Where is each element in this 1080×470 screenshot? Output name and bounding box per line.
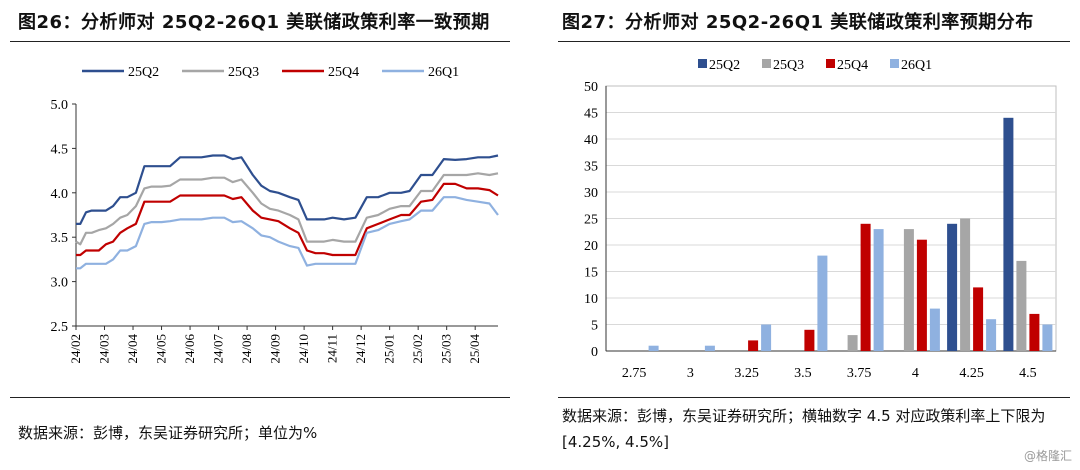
bar-26Q1-3.25 [761,324,772,351]
bar-25Q3-4.5 [1016,260,1027,351]
title-rule [10,41,510,42]
bar-25Q4-3.25 [748,340,759,351]
series-line-25Q3 [75,172,499,246]
right-source-note: 数据来源：彭博，东吴证券研究所；横轴数字 4.5 对应政策利率上下限为[4.25… [562,407,1046,451]
bar-26Q1-3.5 [817,255,828,351]
bar-25Q4-4.5 [1029,313,1040,351]
bar-25Q4-4.25 [973,287,984,351]
source-rule [558,397,1070,398]
bar-chart: 0 5 10 15 20 25 30 35 40 45 50 2.75 3 3.25 3.5 3.75 4 4.2… [584,58,1057,381]
bar-26Q1-4.5 [1042,324,1053,351]
legend-label: 25Q2 [128,65,159,80]
y-tick-label: 10 [584,292,598,307]
legend-label: 25Q3 [773,58,804,73]
y-tick-label: 0 [591,345,598,360]
left-chart-title: 图26：分析师对 25Q2-26Q1 美联储政策利率一致预期 [18,12,490,33]
legend-swatch [698,59,707,68]
left-source-note: 数据来源：彭博，东吴证券研究所；单位为% [18,424,318,442]
bar-25Q3-4 [903,229,914,351]
x-tick-label: 24/11 [325,334,340,363]
x-tick-label: 24/02 [68,334,83,364]
y-tick-label: 50 [584,80,598,95]
bar-25Q4-4 [916,239,927,351]
x-tick-label: 25/02 [410,334,425,364]
x-tick-label: 4.5 [1019,366,1037,381]
x-tick-label: 4 [912,366,919,381]
bar-26Q1-4 [929,308,940,351]
x-tick-label: 24/09 [268,334,283,364]
y-tick-label: 2.5 [51,320,69,335]
bar-25Q3-3.75 [847,335,858,351]
y-tick-label: 30 [584,186,598,201]
legend-label: 26Q1 [901,58,932,73]
y-tick-label: 3.5 [51,231,69,246]
legend-swatch [826,59,835,68]
x-tick-label: 4.25 [959,366,984,381]
bar-25Q3-4.25 [960,218,971,351]
x-tick-label: 3.75 [847,366,872,381]
bar-26Q1-3.75 [873,229,884,351]
source-rule [10,397,510,398]
bar-26Q1-4.25 [986,319,997,351]
legend-label: 25Q4 [837,58,868,73]
legend-label: 25Q3 [228,65,259,80]
legend-swatch [762,59,771,68]
y-tick-label: 35 [584,160,598,175]
y-tick-label: 25 [584,213,598,228]
x-tick-label: 25/01 [382,334,397,364]
series-line-25Q4 [76,182,499,257]
y-tick-label: 5 [591,319,598,334]
legend-swatch [890,59,899,68]
title-rule [558,41,1070,42]
x-tick-label: 24/05 [154,334,169,364]
left-panel: 图26：分析师对 25Q2-26Q1 美联储政策利率一致预期 2.5 3.0 3.5… [0,0,520,470]
x-tick-label: 2.75 [622,366,647,381]
x-tick-label: 24/04 [125,334,140,364]
x-tick-label: 3.5 [794,366,812,381]
x-tick-label: 24/03 [97,334,112,364]
x-tick-label: 24/12 [353,334,368,364]
x-tick-label: 25/03 [439,334,454,364]
series-line-25Q2 [76,154,499,225]
bar-25Q2-4.25 [947,223,958,351]
bar-26Q1-2.75 [648,345,659,351]
x-tick-label: 24/08 [239,334,254,364]
watermark: @格隆汇 [1023,449,1072,463]
right-chart-title: 图27：分析师对 25Q2-26Q1 美联储政策利率预期分布 [562,12,1034,33]
line-chart: 2.5 3.0 3.5 4.0 4.5 5.0 24/02 24/03 24/04 24/05 24… [51,65,499,364]
right-panel: 图27：分析师对 25Q2-26Q1 美联储政策利率预期分布 0 5 10 15 20 2… [548,0,1080,470]
legend-label: 25Q4 [328,65,359,80]
y-tick-label: 4.5 [51,142,69,157]
x-tick-label: 3 [687,366,694,381]
bar-26Q1-3 [704,345,715,351]
x-tick-label: 3.25 [734,366,759,381]
y-tick-label: 40 [584,133,598,148]
bar-25Q4-3.75 [860,223,871,351]
y-tick-label: 15 [584,266,598,281]
y-tick-label: 4.0 [51,187,69,202]
series-line-26Q1 [76,196,499,270]
x-tick-label: 24/10 [296,334,311,364]
bar-25Q2-4.5 [1003,117,1014,351]
x-tick-label: 24/06 [182,334,197,364]
y-tick-label: 20 [584,239,598,254]
legend-label: 25Q2 [709,58,740,73]
x-tick-label: 24/07 [211,334,226,364]
y-tick-label: 3.0 [51,276,69,291]
y-tick-label: 5.0 [51,98,69,113]
x-tick-label: 25/04 [467,334,482,364]
y-tick-label: 45 [584,107,598,122]
legend-label: 26Q1 [428,65,459,80]
bar-25Q4-3.5 [804,329,815,351]
